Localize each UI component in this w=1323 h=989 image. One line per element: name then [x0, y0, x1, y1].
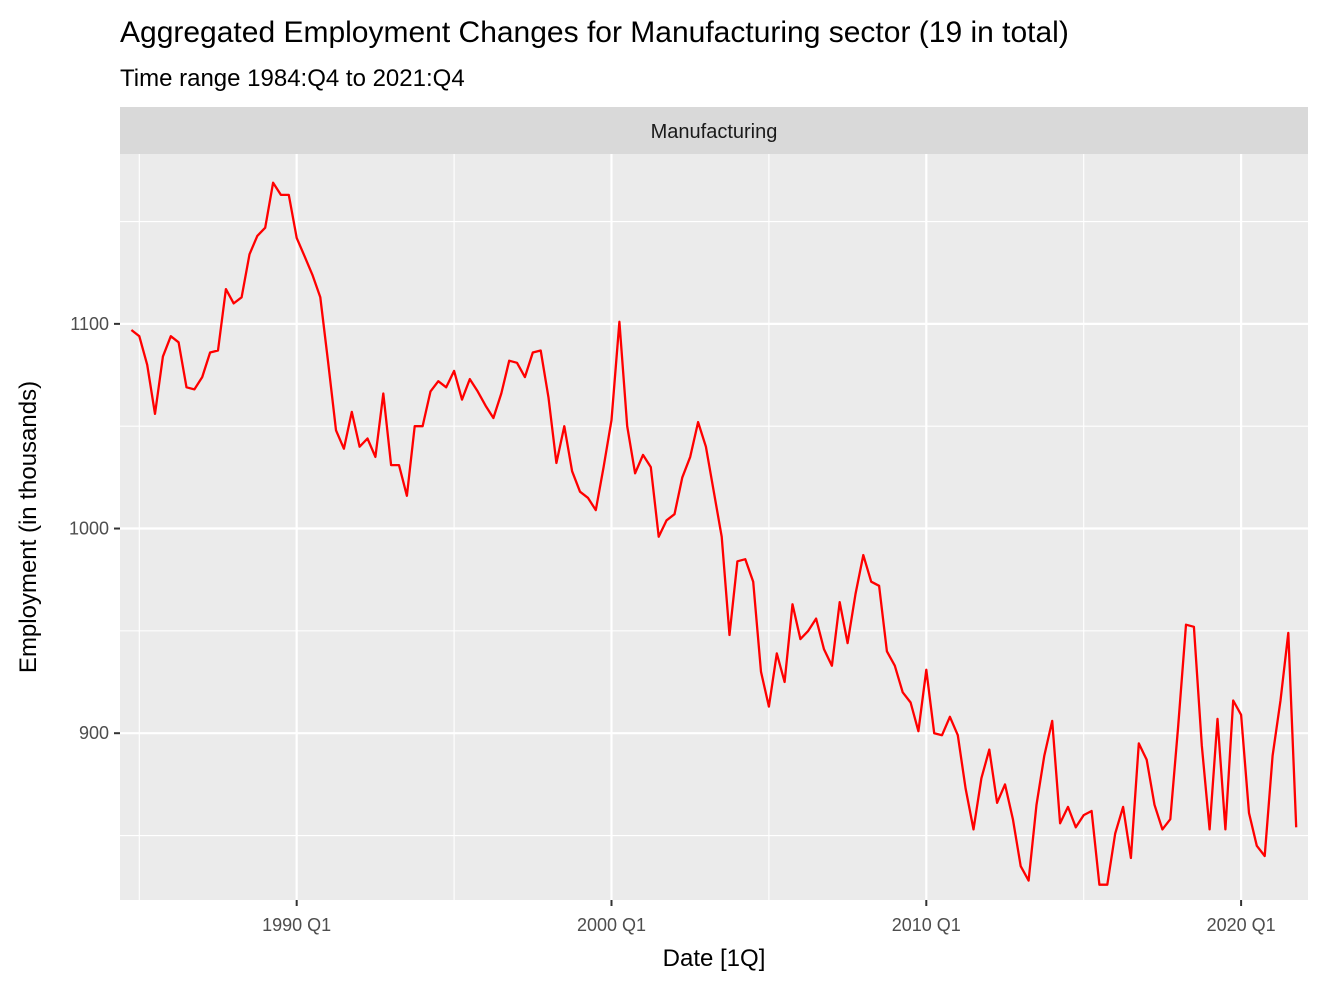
x-axis-ticks: 1990 Q1 2000 Q1 2010 Q1 2020 Q1	[262, 900, 1276, 935]
x-tick-label: 2000 Q1	[577, 915, 646, 935]
y-tick-label: 900	[79, 723, 109, 743]
plot-panel	[120, 154, 1308, 900]
y-tick-label: 1100	[70, 314, 109, 334]
series-line	[130, 181, 1298, 886]
y-tick-label: 1000	[69, 519, 109, 539]
minor-gridlines	[120, 154, 1308, 900]
chart-subtitle: Time range 1984:Q4 to 2021:Q4	[120, 65, 465, 92]
major-gridlines	[120, 154, 1308, 900]
x-axis-title: Date [1Q]	[663, 945, 766, 972]
y-axis-title: Employment (in thousands)	[15, 381, 42, 673]
chart-title: Aggregated Employment Changes for Manufa…	[120, 16, 1069, 49]
x-tick-label: 1990 Q1	[262, 915, 331, 935]
series-layer	[130, 181, 1298, 886]
x-tick-label: 2020 Q1	[1207, 915, 1276, 935]
facet-strip	[120, 107, 1308, 154]
y-axis-ticks: 900 1000 1100	[69, 314, 120, 743]
facet-strip-label: Manufacturing	[651, 121, 778, 143]
x-tick-label: 2010 Q1	[892, 915, 961, 935]
